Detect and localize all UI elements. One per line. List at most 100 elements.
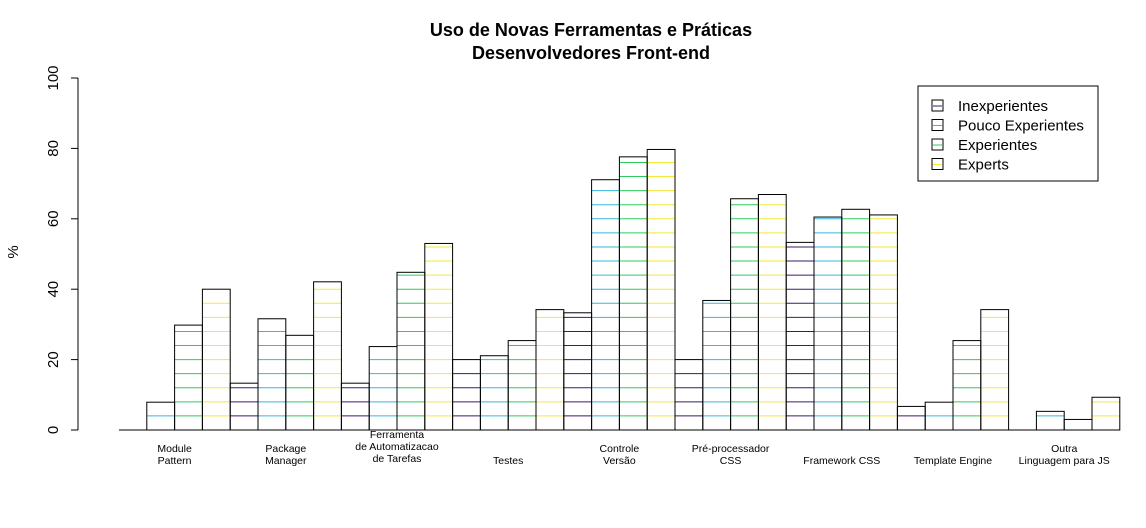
legend: Inexperientes Pouco Experientes Experiente… <box>917 85 1099 182</box>
bar-outline <box>1035 410 1065 431</box>
bar-hatch <box>702 302 731 417</box>
bar <box>257 318 287 431</box>
category-label: CSS <box>720 455 742 467</box>
bar-hatch <box>424 246 453 417</box>
bar <box>980 309 1010 431</box>
category-label: Outra <box>1051 443 1077 455</box>
category-label: Pattern <box>158 455 192 467</box>
bar <box>368 346 398 431</box>
bar-hatch <box>619 161 648 417</box>
bar-outline <box>396 271 426 431</box>
category-label: de Automatizacao <box>355 441 439 453</box>
bar-hatch <box>814 218 842 417</box>
legend-label: Pouco Experientes <box>958 118 1084 135</box>
bar-hatch <box>841 218 870 417</box>
bar-outline <box>952 340 982 431</box>
bar <box>1091 396 1121 431</box>
bar-hatch <box>202 302 231 417</box>
bar <box>1063 418 1093 431</box>
legend-item: Experientes <box>931 137 1037 154</box>
bar <box>757 194 787 431</box>
bar-hatch <box>536 316 564 417</box>
bar-hatch <box>397 274 425 417</box>
bar-hatch <box>369 359 397 417</box>
bar <box>1035 410 1065 431</box>
category-label: Pré-processador <box>692 443 770 455</box>
y-tick-label: 0 <box>45 426 62 434</box>
bar-outline <box>618 156 648 431</box>
legend-item: Pouco Experientes <box>931 118 1084 135</box>
bar-hatch <box>174 330 203 417</box>
bar <box>813 216 843 431</box>
bar-hatch <box>313 288 342 417</box>
bar-outline <box>535 309 565 431</box>
y-tick-label: 100 <box>45 65 62 90</box>
bar <box>591 179 620 431</box>
bar-hatch <box>675 373 703 417</box>
bar-outline <box>174 324 203 431</box>
chart-title-line-1: Uso de Novas Ferramentas e Práticas <box>430 20 752 40</box>
bar <box>730 198 759 431</box>
bar <box>535 309 565 431</box>
legend-label: Experts <box>958 157 1009 174</box>
bar-hatch <box>869 218 898 417</box>
category-labels: ModulePatternPackageManagerFerramentade … <box>157 429 1109 467</box>
bar-hatch <box>452 373 481 417</box>
bar-hatch <box>730 204 759 417</box>
bar-outline <box>229 382 259 431</box>
bar-outline <box>674 359 704 431</box>
chart-title-line-2: Desenvolvedores Front-end <box>472 43 710 63</box>
category-label: Manager <box>265 455 307 467</box>
bar <box>618 156 648 431</box>
legend-label: Experientes <box>958 137 1037 154</box>
bar-hatch <box>563 316 592 417</box>
category-label: Module <box>157 443 192 455</box>
bar-hatch <box>786 246 814 417</box>
bar-outline <box>452 359 481 431</box>
category-label: Linguagem para JS <box>1019 455 1110 467</box>
category-label: Controle <box>600 443 640 455</box>
bar-hatch <box>953 345 981 417</box>
bar <box>952 340 982 431</box>
bar <box>285 334 315 431</box>
bar-hatch <box>230 387 258 417</box>
bar-outline <box>257 318 287 431</box>
bar-outline <box>813 216 843 431</box>
bar <box>424 242 454 431</box>
bar-hatch <box>480 359 509 417</box>
category-label: Versão <box>603 455 636 467</box>
bar <box>340 382 370 431</box>
bar-hatch <box>758 204 787 417</box>
y-tick-label: 60 <box>45 210 62 227</box>
category-label: Ferramenta <box>370 429 424 441</box>
bar-hatch <box>508 345 536 417</box>
legend-item: Experts <box>931 157 1009 174</box>
bar-outline <box>896 405 926 431</box>
bar <box>896 405 926 431</box>
bar-outline <box>1063 418 1093 431</box>
bar <box>507 340 537 431</box>
category-label: Testes <box>493 455 523 467</box>
bar <box>785 241 815 431</box>
bar <box>174 324 203 431</box>
bar-outline <box>841 208 871 431</box>
bar-outline <box>340 382 370 431</box>
bar <box>674 359 704 431</box>
y-tick-label: 20 <box>45 351 62 368</box>
bar-hatch <box>258 330 286 417</box>
bar-outline <box>368 346 398 431</box>
bar <box>313 281 342 431</box>
bar <box>924 401 954 431</box>
bar-hatch <box>1092 401 1120 417</box>
bar <box>229 382 259 431</box>
legend-item: Inexperientes <box>931 98 1048 115</box>
bar <box>479 355 509 431</box>
category-label: de Tarefas <box>373 453 422 465</box>
bar-outline <box>479 355 509 431</box>
bars <box>119 148 1121 431</box>
bar-outline <box>507 340 537 431</box>
bar <box>702 299 732 431</box>
bar-hatch <box>341 387 370 417</box>
bar <box>396 271 426 431</box>
